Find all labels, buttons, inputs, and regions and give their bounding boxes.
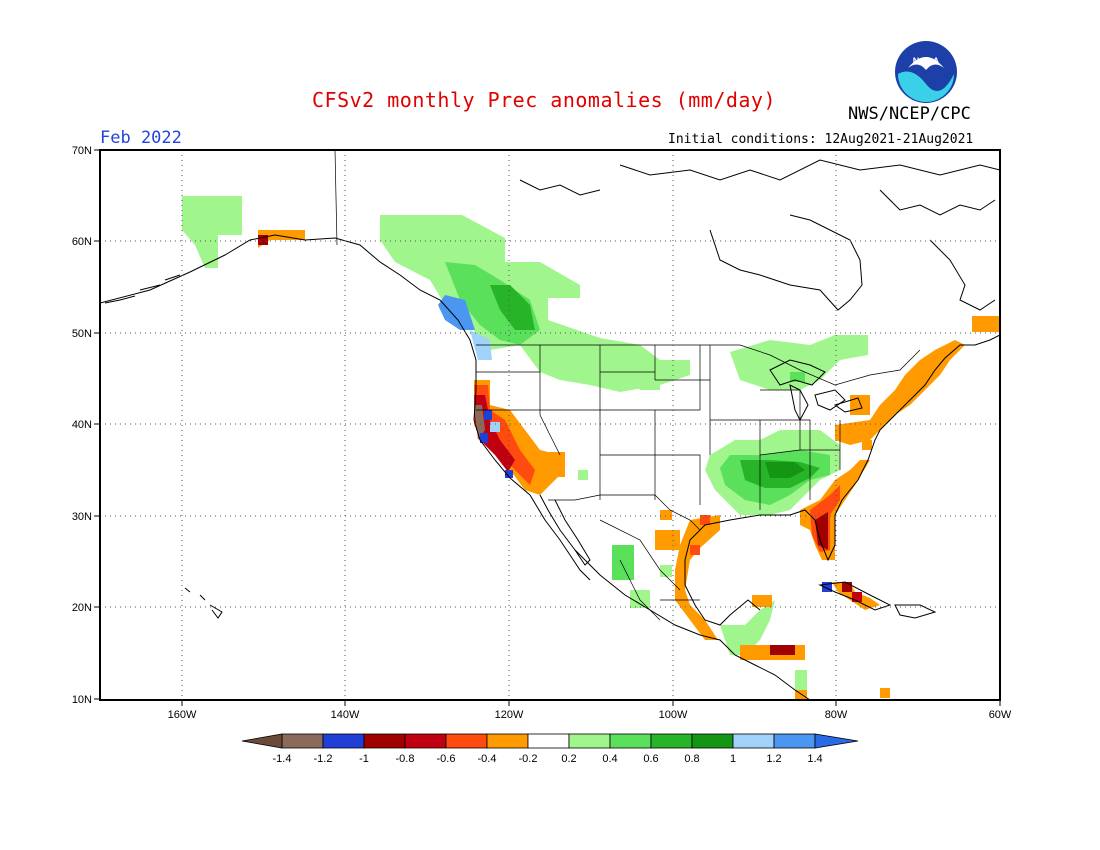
logo-text: NOAA bbox=[913, 56, 940, 66]
lon-labels: 160W 140W 120W 100W 80W 60W bbox=[168, 709, 1012, 721]
map-frame bbox=[99, 149, 1001, 701]
lon-label: 80W bbox=[825, 709, 848, 721]
colorbar-box bbox=[445, 733, 488, 749]
colorbar-tick-label: -1.4 bbox=[273, 753, 292, 765]
colorbar-tick-label: 0.8 bbox=[684, 753, 699, 765]
colorbar-box bbox=[650, 733, 693, 749]
lon-label: 120W bbox=[495, 709, 524, 721]
chart-title: CFSv2 monthly Prec anomalies (mm/day) bbox=[312, 88, 777, 112]
colorbar-tick-label: 1.2 bbox=[766, 753, 781, 765]
colorbar-box bbox=[732, 733, 775, 749]
colorbar-box bbox=[609, 733, 652, 749]
colorbar-tick-label: 1 bbox=[730, 753, 736, 765]
lat-label: 50N bbox=[72, 328, 92, 340]
colorbar-box bbox=[773, 733, 816, 749]
lat-label: 60N bbox=[72, 236, 92, 248]
lat-label: 10N bbox=[72, 694, 92, 706]
colorbar-box bbox=[404, 733, 447, 749]
colorbar-box bbox=[363, 733, 406, 749]
lat-label: 70N bbox=[72, 145, 92, 157]
noaa-logo-icon: NOAA bbox=[895, 41, 957, 103]
gulf-coast-anomaly bbox=[675, 515, 720, 640]
coastlines bbox=[100, 159, 1000, 700]
colorbar-box bbox=[486, 733, 529, 749]
colorbar-labels: -1.4 -1.2 -1 -0.8 -0.6 -0.4 -0.2 0.2 0.4 0.6 0.8 1 1… bbox=[273, 753, 823, 765]
colorbar-low-arrow bbox=[241, 733, 283, 749]
lon-label: 100W bbox=[659, 709, 688, 721]
colorbar-tick-label: -0.8 bbox=[396, 753, 415, 765]
colorbar-tick-label: 0.6 bbox=[643, 753, 658, 765]
organization-label: NWS/NCEP/CPC bbox=[848, 104, 971, 124]
colorbar-boxes bbox=[281, 733, 816, 749]
lon-label: 160W bbox=[168, 709, 197, 721]
colorbar-tick-label: -0.2 bbox=[519, 753, 538, 765]
initial-conditions-label: Initial conditions: 12Aug2021-21Aug2021 bbox=[668, 132, 974, 147]
colorbar-tick-label: -1.2 bbox=[314, 753, 333, 765]
colorbar-tick-label: 0.4 bbox=[602, 753, 617, 765]
colorbar-box bbox=[691, 733, 734, 749]
lat-label: 30N bbox=[72, 511, 92, 523]
lat-labels: 70N 60N 50N 40N 30N 20N 10N bbox=[72, 145, 92, 706]
colorbar-high-arrow bbox=[814, 733, 859, 749]
lat-label: 20N bbox=[72, 602, 92, 614]
lon-label: 140W bbox=[331, 709, 360, 721]
colorbar-box bbox=[281, 733, 324, 749]
colorbar-tick-label: 0.2 bbox=[561, 753, 576, 765]
borders bbox=[334, 150, 921, 621]
alaska-anomaly bbox=[182, 196, 242, 268]
colorbar-tick-label: 1.4 bbox=[807, 753, 822, 765]
valid-month-label: Feb 2022 bbox=[100, 128, 182, 148]
lat-label: 40N bbox=[72, 419, 92, 431]
colorbar-tick-label: -0.6 bbox=[437, 753, 456, 765]
colorbar-box bbox=[322, 733, 365, 749]
graticule bbox=[100, 150, 1000, 700]
map-content bbox=[100, 150, 1000, 700]
colorbar-tick-label: -0.4 bbox=[478, 753, 497, 765]
northeast-anomaly bbox=[835, 340, 965, 445]
axis-ticks bbox=[94, 149, 1001, 706]
colorbar-tick-label: -1 bbox=[359, 753, 369, 765]
colorbar-box bbox=[568, 733, 611, 749]
lon-label: 60W bbox=[989, 709, 1012, 721]
colorbar-box bbox=[527, 733, 570, 749]
